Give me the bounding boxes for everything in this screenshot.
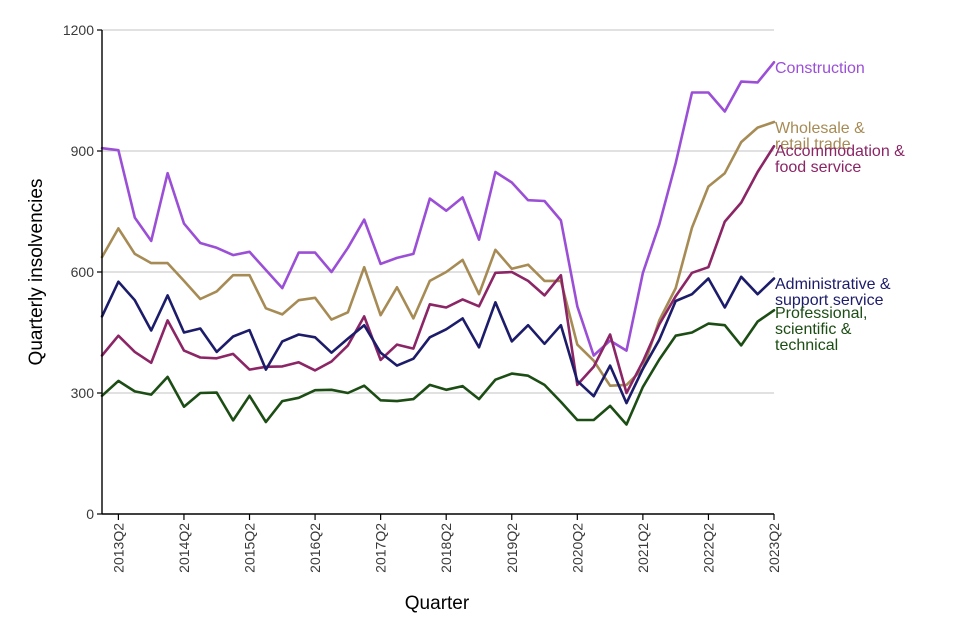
series-line-4: [100, 308, 776, 426]
series-lines: [100, 60, 776, 426]
series-label-4: Professional, scientific & technical: [775, 305, 868, 354]
x-tick-label: 2013Q2: [110, 523, 126, 573]
series-line-1: [100, 120, 776, 388]
axes: 0 300 600 900 1200 2013Q2 2014Q2 2015Q2 2016Q2 20…: [63, 22, 782, 573]
series-label-0: Construction: [775, 60, 865, 77]
y-tick-label: 0: [86, 506, 94, 522]
y-tick-label: 300: [71, 385, 95, 401]
x-tick-label: 2017Q2: [373, 523, 389, 573]
x-tick-label: 2020Q2: [569, 523, 585, 573]
series-label-2: Accommodation & food service: [775, 143, 905, 176]
x-tick-label: 2018Q2: [438, 523, 454, 573]
x-tick-label: 2016Q2: [307, 523, 323, 573]
x-tick-label: 2022Q2: [700, 523, 716, 573]
x-tick-label: 2021Q2: [635, 523, 651, 573]
y-tick-label: 600: [71, 264, 95, 280]
series-line-3: [100, 275, 776, 405]
y-tick-label: 900: [71, 143, 95, 159]
x-tick-label: 2019Q2: [504, 523, 520, 573]
series-line-2: [100, 144, 776, 395]
series-labels: Construction Wholesale & retail tradeAccom…: [775, 60, 905, 354]
series-line-0: [100, 60, 776, 357]
series-label-3: Administrative & support service: [775, 276, 891, 309]
gridlines: [102, 29, 774, 394]
x-axis-title: Quarter: [405, 593, 470, 614]
y-tick-label: 1200: [63, 22, 94, 38]
x-tick-label: 2014Q2: [176, 523, 192, 573]
series-label-1: Wholesale & retail trade: [775, 120, 865, 153]
x-tick-label: 2015Q2: [242, 523, 258, 573]
y-axis-title: Quarterly insolvencies: [26, 179, 47, 366]
x-tick-label: 2023Q2: [766, 523, 782, 573]
